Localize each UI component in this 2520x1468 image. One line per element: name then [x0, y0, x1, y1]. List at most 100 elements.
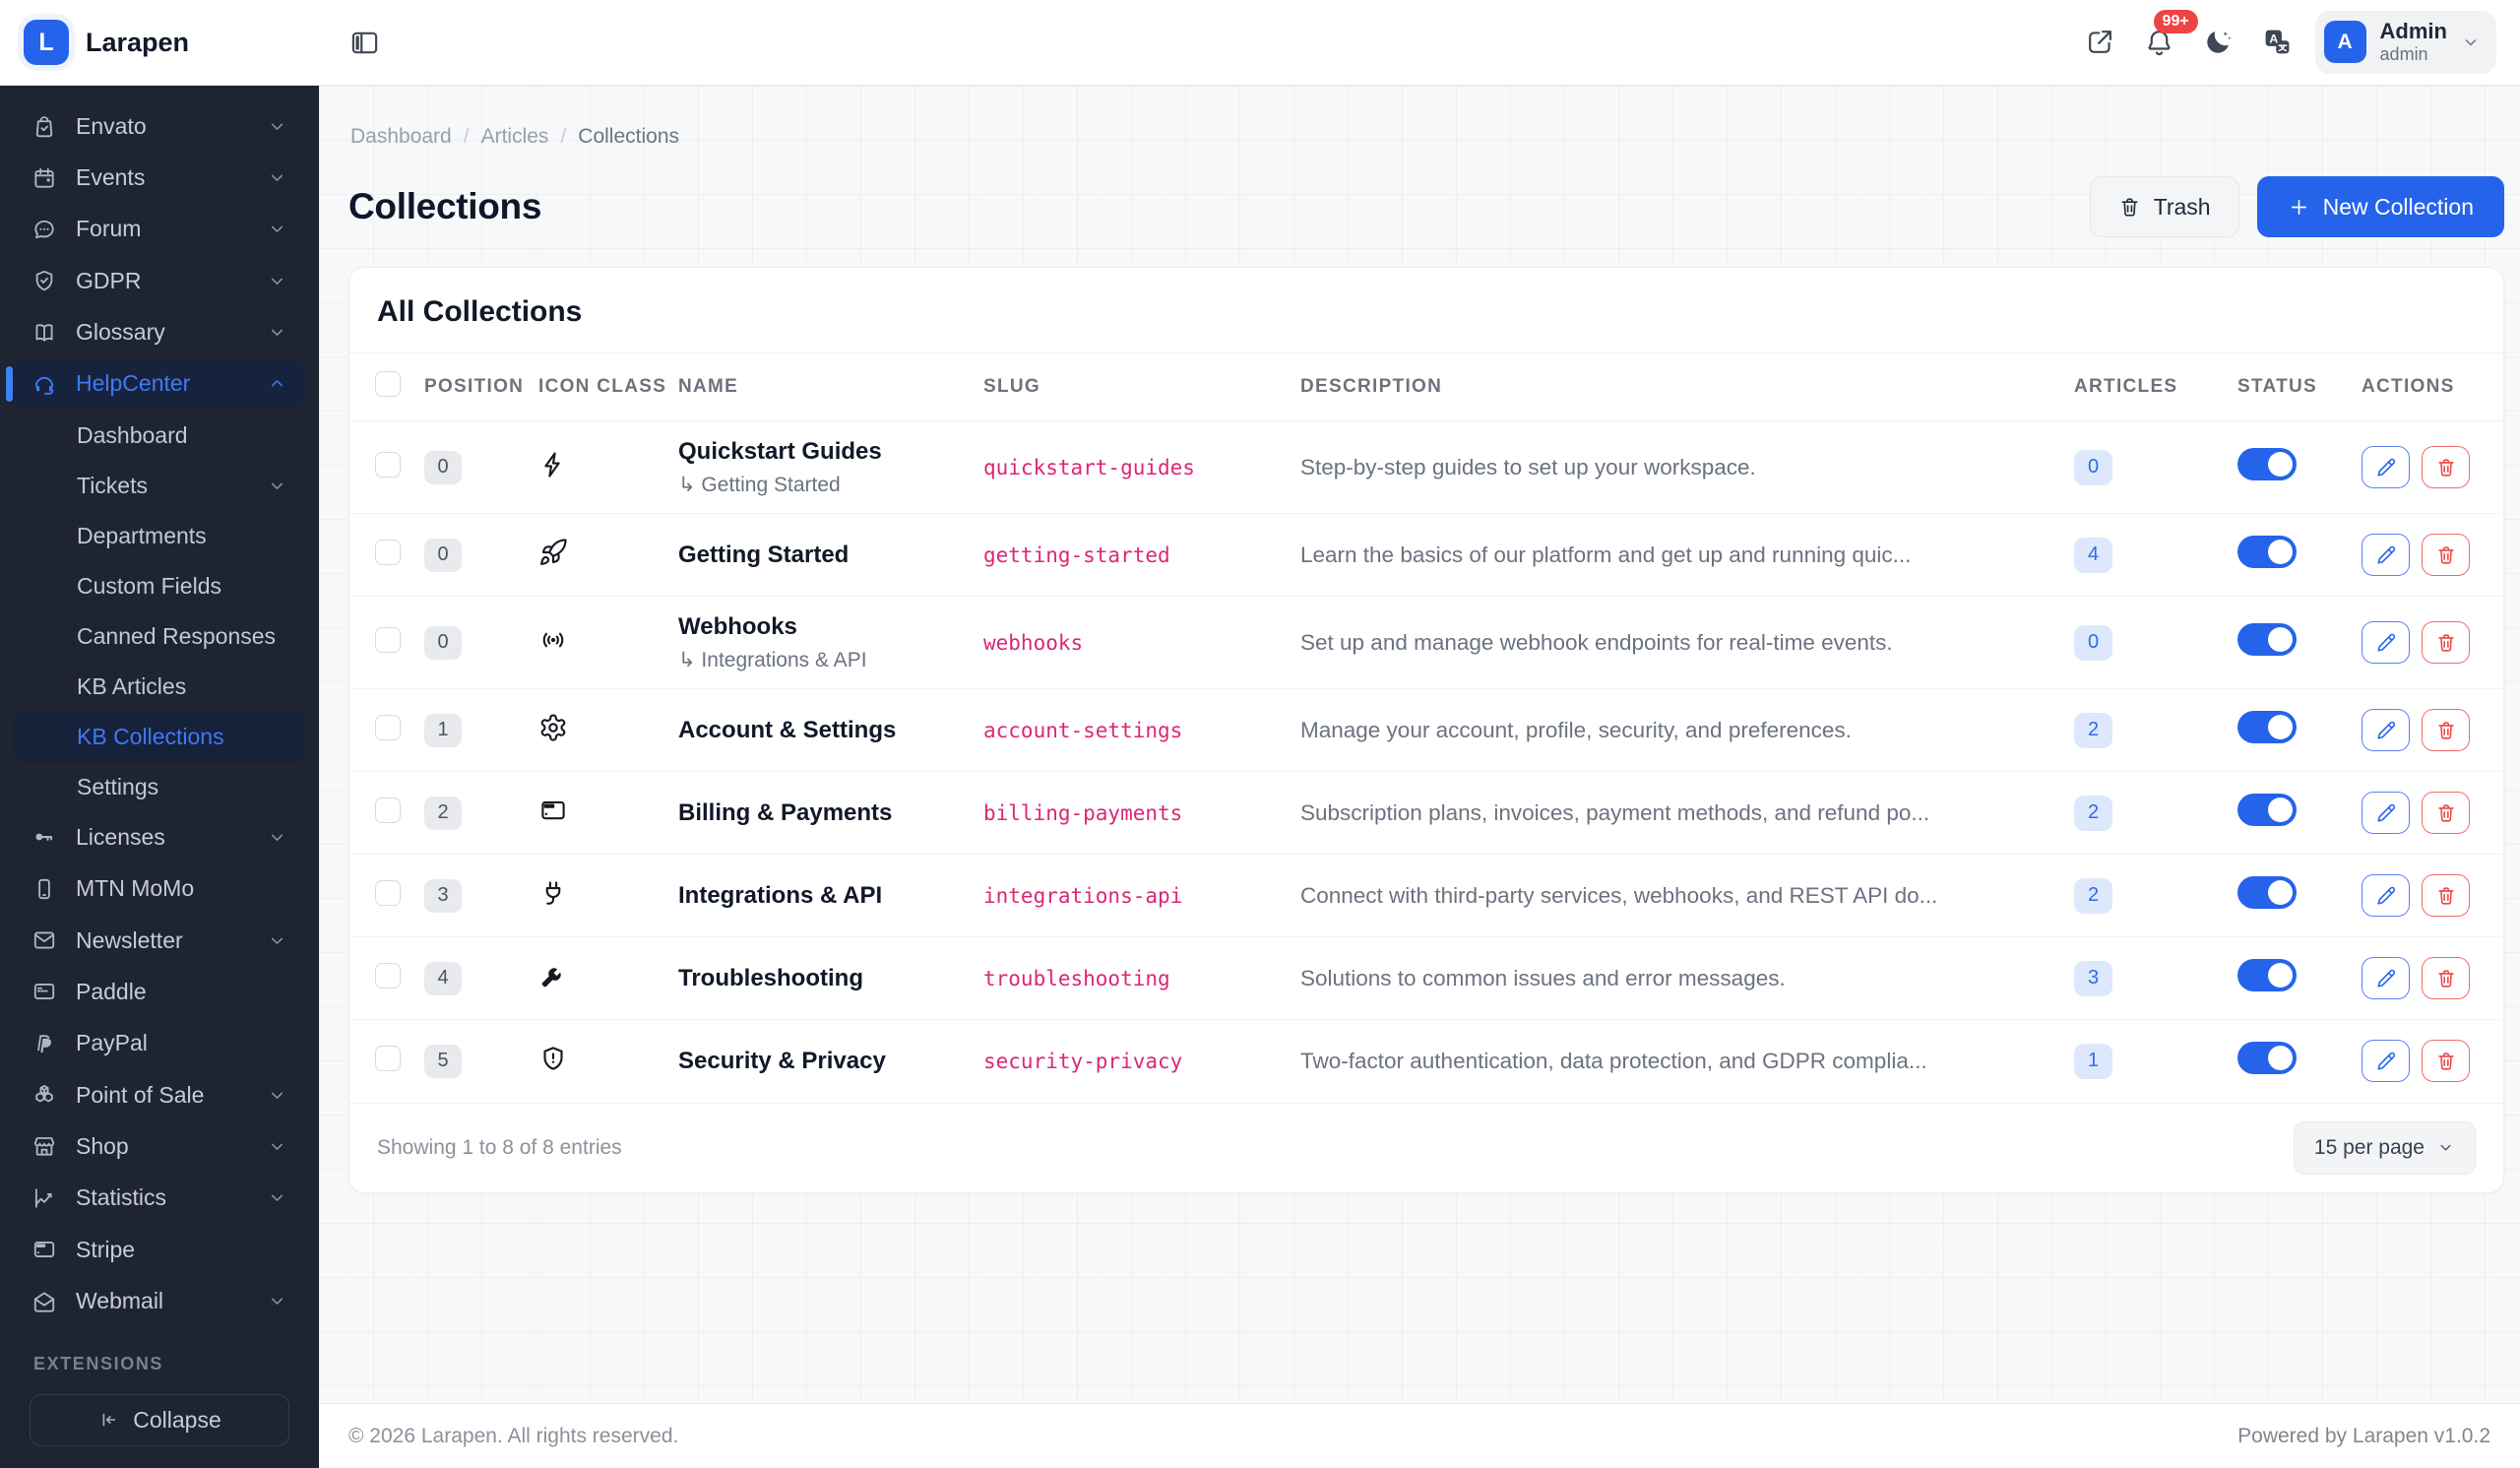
sidebar-item-paddle[interactable]: Paddle: [14, 967, 305, 1016]
delete-button[interactable]: [2422, 957, 2470, 999]
sidebar-item-label: Glossary: [76, 319, 165, 346]
collection-description: Manage your account, profile, security, …: [1300, 718, 1852, 742]
edit-button[interactable]: [2362, 1040, 2410, 1083]
table-row: 0 Getting Started getting-started Learn the…: [349, 513, 2503, 597]
sidebar-item-dashboard[interactable]: Dashboard: [14, 411, 305, 461]
delete-button[interactable]: [2422, 446, 2470, 488]
sidebar-item-stripe[interactable]: Stripe: [14, 1225, 305, 1274]
sidebar-item-gdpr[interactable]: GDPR: [14, 256, 305, 305]
delete-button[interactable]: [2422, 874, 2470, 917]
trash-button[interactable]: Trash: [2089, 176, 2239, 237]
sidebar-item-tickets[interactable]: Tickets: [14, 461, 305, 511]
table-header-row: POSITION ICON CLASS NAME SLUG DESCRIPTIO…: [349, 353, 2503, 421]
dark-mode-button[interactable]: [2197, 21, 2240, 64]
extensions-section-label: EXTENSIONS: [33, 1353, 164, 1373]
sidebar-item-newsletter[interactable]: Newsletter: [14, 916, 305, 965]
delete-button[interactable]: [2422, 1040, 2470, 1083]
position-badge: 1: [424, 713, 462, 747]
column-slug: SLUG: [970, 353, 1287, 421]
sidebar-item-paypal[interactable]: PayPal: [14, 1019, 305, 1068]
delete-button[interactable]: [2422, 534, 2470, 576]
edit-button[interactable]: [2362, 446, 2410, 488]
breadcrumb-articles[interactable]: Articles: [480, 125, 549, 148]
bell-icon: [2144, 27, 2174, 57]
sidebar-item-statistics[interactable]: Statistics: [14, 1174, 305, 1223]
select-all-checkbox[interactable]: [375, 371, 401, 397]
sidebar-item-forum[interactable]: Forum: [14, 205, 305, 254]
external-link-button[interactable]: [2079, 21, 2122, 64]
edit-button[interactable]: [2362, 534, 2410, 576]
chevron-down-icon: [2436, 1138, 2455, 1157]
sidebar-item-label: Point of Sale: [76, 1081, 205, 1108]
articles-count-badge: 0: [2074, 449, 2112, 485]
sidebar-item-licenses[interactable]: Licenses: [14, 812, 305, 862]
status-toggle[interactable]: [2237, 536, 2297, 568]
row-checkbox[interactable]: [375, 879, 401, 906]
collection-name: Billing & Payments: [678, 798, 893, 826]
language-button[interactable]: A: [2256, 21, 2300, 64]
row-checkbox[interactable]: [375, 626, 401, 653]
row-checkbox[interactable]: [375, 451, 401, 478]
row-checkbox[interactable]: [375, 962, 401, 989]
page-footer: © 2026 Larapen. All rights reserved. Pow…: [319, 1403, 2520, 1468]
sidebar-subitem-label: KB Collections: [77, 724, 224, 750]
row-checkbox[interactable]: [375, 714, 401, 740]
sidebar-item-kb-articles[interactable]: KB Articles: [14, 662, 305, 712]
edit-button[interactable]: [2362, 709, 2410, 751]
sidebar-item-kb-collections[interactable]: KB Collections: [14, 712, 305, 763]
column-status: STATUS: [2224, 353, 2348, 421]
position-badge: 0: [424, 538, 462, 572]
collapse-sidebar-button[interactable]: Collapse: [30, 1393, 289, 1447]
breadcrumb-dashboard[interactable]: Dashboard: [350, 125, 452, 148]
status-toggle[interactable]: [2237, 959, 2297, 991]
row-checkbox[interactable]: [375, 797, 401, 823]
position-badge: 4: [424, 961, 462, 995]
sidebar-item-helpcenter[interactable]: HelpCenter: [14, 358, 305, 410]
status-toggle[interactable]: [2237, 711, 2297, 743]
edit-button[interactable]: [2362, 792, 2410, 834]
collections-card: All Collections POSITION ICON CLASS NAME…: [348, 267, 2504, 1193]
status-toggle[interactable]: [2237, 448, 2297, 480]
articles-count-badge: 4: [2074, 537, 2112, 573]
collections-table-body: 0 Quickstart Guides ↳ Getting Started quick…: [349, 421, 2503, 1103]
user-info: Admin admin: [2380, 19, 2447, 66]
sidebar-item-webmail[interactable]: Webmail: [14, 1276, 305, 1325]
row-checkbox[interactable]: [375, 539, 401, 565]
sidebar-item-departments[interactable]: Departments: [14, 511, 305, 561]
delete-button[interactable]: [2422, 621, 2470, 664]
delete-button[interactable]: [2422, 792, 2470, 834]
sidebar-item-mtn-momo[interactable]: MTN MoMo: [14, 864, 305, 914]
paypal-icon: [32, 1031, 57, 1056]
powered-by-text: Powered by Larapen v1.0.2: [2237, 1424, 2490, 1447]
sidebar-item-glossary[interactable]: Glossary: [14, 307, 305, 356]
sidebar-item-envato[interactable]: Envato: [14, 101, 305, 151]
edit-button[interactable]: [2362, 957, 2410, 999]
calendar-icon: [32, 165, 57, 191]
collection-slug: security-privacy: [983, 1050, 1183, 1074]
edit-button[interactable]: [2362, 621, 2410, 664]
status-toggle[interactable]: [2237, 1042, 2297, 1075]
sidebar-item-settings[interactable]: Settings: [14, 762, 305, 812]
toggle-knob: [2268, 715, 2293, 739]
sidebar-toggle-button[interactable]: [343, 21, 386, 64]
notifications-button[interactable]: [2138, 21, 2181, 64]
sidebar-item-label: Envato: [76, 112, 147, 139]
delete-button[interactable]: [2422, 709, 2470, 751]
sidebar-item-point-of-sale[interactable]: Point of Sale: [14, 1070, 305, 1119]
sidebar-item-custom-fields[interactable]: Custom Fields: [14, 561, 305, 611]
status-toggle[interactable]: [2237, 876, 2297, 909]
new-collection-label: New Collection: [2322, 193, 2474, 220]
user-menu[interactable]: A Admin admin: [2314, 11, 2496, 74]
row-checkbox[interactable]: [375, 1045, 401, 1071]
per-page-select[interactable]: 15 per page: [2293, 1120, 2476, 1175]
status-toggle[interactable]: [2237, 794, 2297, 826]
sidebar-item-label: Paddle: [76, 978, 147, 1004]
sidebar-item-shop[interactable]: Shop: [14, 1121, 305, 1171]
new-collection-button[interactable]: New Collection: [2256, 176, 2504, 237]
edit-button[interactable]: [2362, 874, 2410, 917]
articles-count-badge: 2: [2074, 877, 2112, 914]
sidebar-item-events[interactable]: Events: [14, 153, 305, 202]
sidebar-item-canned-responses[interactable]: Canned Responses: [14, 611, 305, 662]
status-toggle[interactable]: [2237, 623, 2297, 656]
collection-name: Webhooks: [678, 613, 797, 640]
